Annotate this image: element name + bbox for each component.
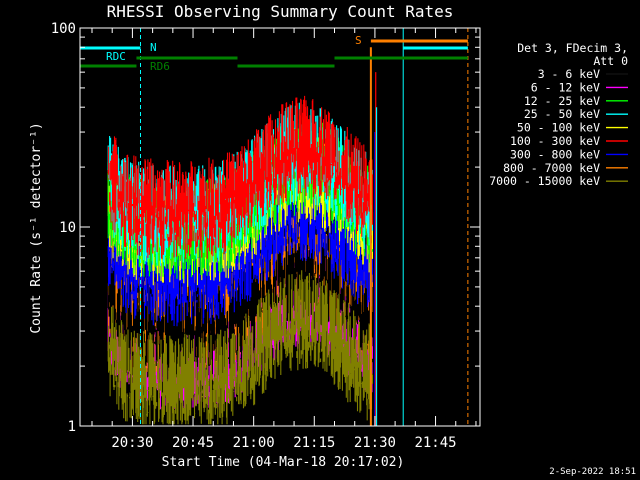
- x-tick-label: 21:45: [414, 435, 456, 451]
- axis-layer: 20:30 20:45 21:00 21:15 21:30 21:45 1 10 100: [51, 21, 480, 451]
- series-trace: [107, 222, 374, 387]
- legend-entry-label: 7000 - 15000 keV: [489, 174, 600, 188]
- legend-entry-label: 12 - 25 keV: [524, 94, 600, 108]
- legend-header: Att 0: [593, 54, 628, 68]
- chart-title: RHESSI Observing Summary Count Rates: [107, 2, 454, 21]
- x-tick-label: 21:00: [233, 435, 275, 451]
- series-7000-15000keV: [107, 270, 374, 425]
- x-tick-label: 20:45: [172, 435, 214, 451]
- series-100-300keV: [107, 95, 374, 260]
- x-axis-label: Start Time (04-Mar-18 20:17:02): [162, 455, 405, 470]
- x-tick-label: 21:15: [293, 435, 335, 451]
- x-tick-label: 21:30: [354, 435, 396, 451]
- flag-label: N: [150, 41, 157, 54]
- y-tick-label: 10: [59, 220, 76, 236]
- y-axis-label: Count Rate (s⁻¹ detector⁻¹): [29, 122, 44, 333]
- y-tick-label: 100: [51, 21, 76, 37]
- flare-spike: [369, 47, 378, 426]
- legend-entry-label: 6 - 12 keV: [531, 80, 600, 94]
- data-layer: [107, 47, 378, 426]
- series-3-6keV: [107, 222, 374, 387]
- x-tick-label: 20:30: [111, 435, 153, 451]
- legend-entry-label: 300 - 800 keV: [510, 147, 600, 161]
- flag-label: RD6: [150, 60, 170, 73]
- y-tick-label: 1: [68, 419, 76, 435]
- legend-entry-label: 800 - 7000 keV: [503, 161, 600, 175]
- timestamp: 2-Sep-2022 18:51: [549, 467, 636, 477]
- legend-entry-label: 3 - 6 keV: [538, 67, 600, 81]
- flag-label: RDC: [106, 50, 126, 63]
- legend-header: Det 3, FDecim 3,: [517, 41, 628, 55]
- series-trace: [107, 95, 374, 260]
- legend-entry-label: 50 - 100 keV: [517, 121, 600, 135]
- legend-entry-label: 100 - 300 keV: [510, 134, 600, 148]
- legend-entry-label: 25 - 50 keV: [524, 107, 600, 121]
- series-trace: [107, 270, 374, 425]
- flag-label: S: [355, 34, 362, 47]
